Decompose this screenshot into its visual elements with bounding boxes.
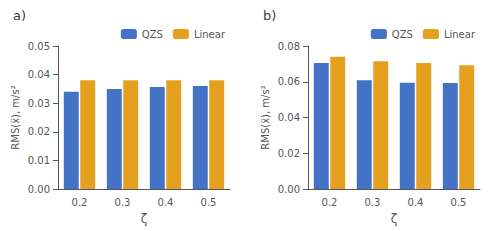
svg-text:0.4: 0.4 [408,197,424,208]
svg-text:RMS(ẍ), m/s²: RMS(ẍ), m/s² [260,85,271,149]
svg-text:QZS: QZS [142,29,163,40]
svg-text:0.2: 0.2 [322,197,338,208]
svg-text:0.01: 0.01 [28,155,50,166]
svg-text:0.00: 0.00 [278,184,300,195]
svg-text:b): b) [263,8,276,23]
svg-text:0.5: 0.5 [201,197,217,208]
svg-text:0.06: 0.06 [278,76,300,87]
svg-text:0.4: 0.4 [158,197,174,208]
svg-text:0.02: 0.02 [278,148,300,159]
svg-text:0.3: 0.3 [365,197,381,208]
svg-text:Linear: Linear [194,29,226,40]
svg-text:0.04: 0.04 [28,69,50,80]
svg-text:0.05: 0.05 [28,41,50,52]
svg-text:0.00: 0.00 [28,184,50,195]
svg-text:RMS(ẍ), m/s²: RMS(ẍ), m/s² [10,85,21,149]
svg-text:ζ: ζ [391,212,398,226]
svg-text:Linear: Linear [444,29,476,40]
svg-text:a): a) [13,8,26,23]
svg-text:0.02: 0.02 [28,126,50,137]
svg-text:0.3: 0.3 [115,197,131,208]
svg-text:0.5: 0.5 [451,197,467,208]
svg-text:ζ: ζ [141,212,148,226]
svg-text:QZS: QZS [392,29,413,40]
svg-text:0.2: 0.2 [72,197,88,208]
svg-text:0.03: 0.03 [28,98,50,109]
svg-text:0.08: 0.08 [278,41,300,52]
svg-text:0.04: 0.04 [278,112,300,123]
